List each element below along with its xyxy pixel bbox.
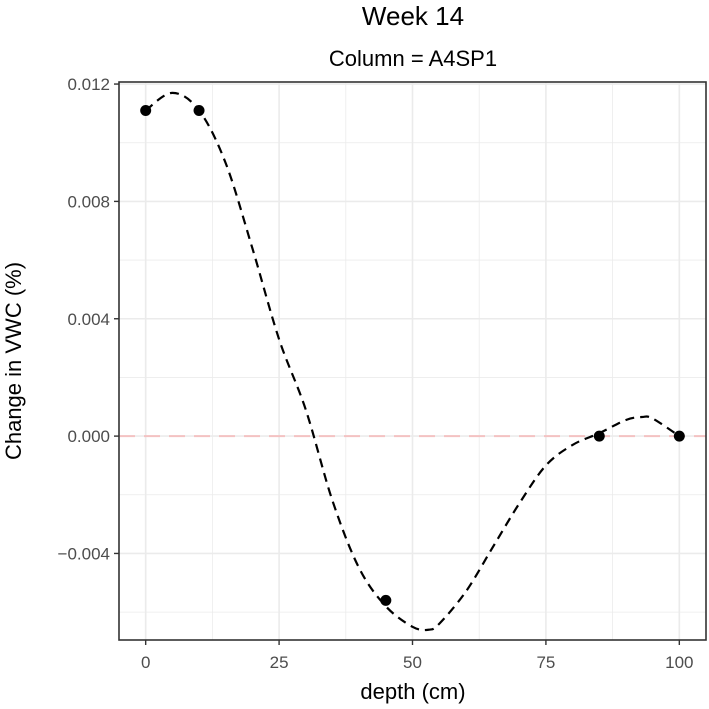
chart-subtitle: Column = A4SP1: [329, 46, 497, 71]
x-axis-label: depth (cm): [360, 679, 465, 704]
major-gridlines: [119, 82, 706, 640]
data-point: [193, 104, 205, 116]
y-tick-label: 0.004: [67, 310, 110, 329]
x-tick-label: 75: [536, 653, 555, 672]
x-tick-label: 0: [141, 653, 150, 672]
x-tick-label: 50: [403, 653, 422, 672]
data-point: [593, 430, 605, 442]
y-axis-label: Change in VWC (%): [1, 262, 26, 460]
data-point: [140, 104, 152, 116]
x-tick-label: 25: [270, 653, 289, 672]
data-point: [673, 430, 685, 442]
y-tick-label: 0.000: [67, 427, 110, 446]
chart-title: Week 14: [362, 1, 464, 31]
x-tick-label: 100: [665, 653, 693, 672]
x-axis-ticks: 0 25 50 75 100: [141, 640, 694, 672]
data-points: [140, 104, 685, 606]
data-point: [380, 594, 392, 606]
fitted-curve: [145, 91, 680, 632]
y-axis-ticks: −0.004 0.000 0.004 0.008 0.012: [58, 75, 119, 563]
y-tick-label: −0.004: [58, 544, 110, 563]
y-tick-label: 0.008: [67, 192, 110, 211]
y-tick-label: 0.012: [67, 75, 110, 94]
